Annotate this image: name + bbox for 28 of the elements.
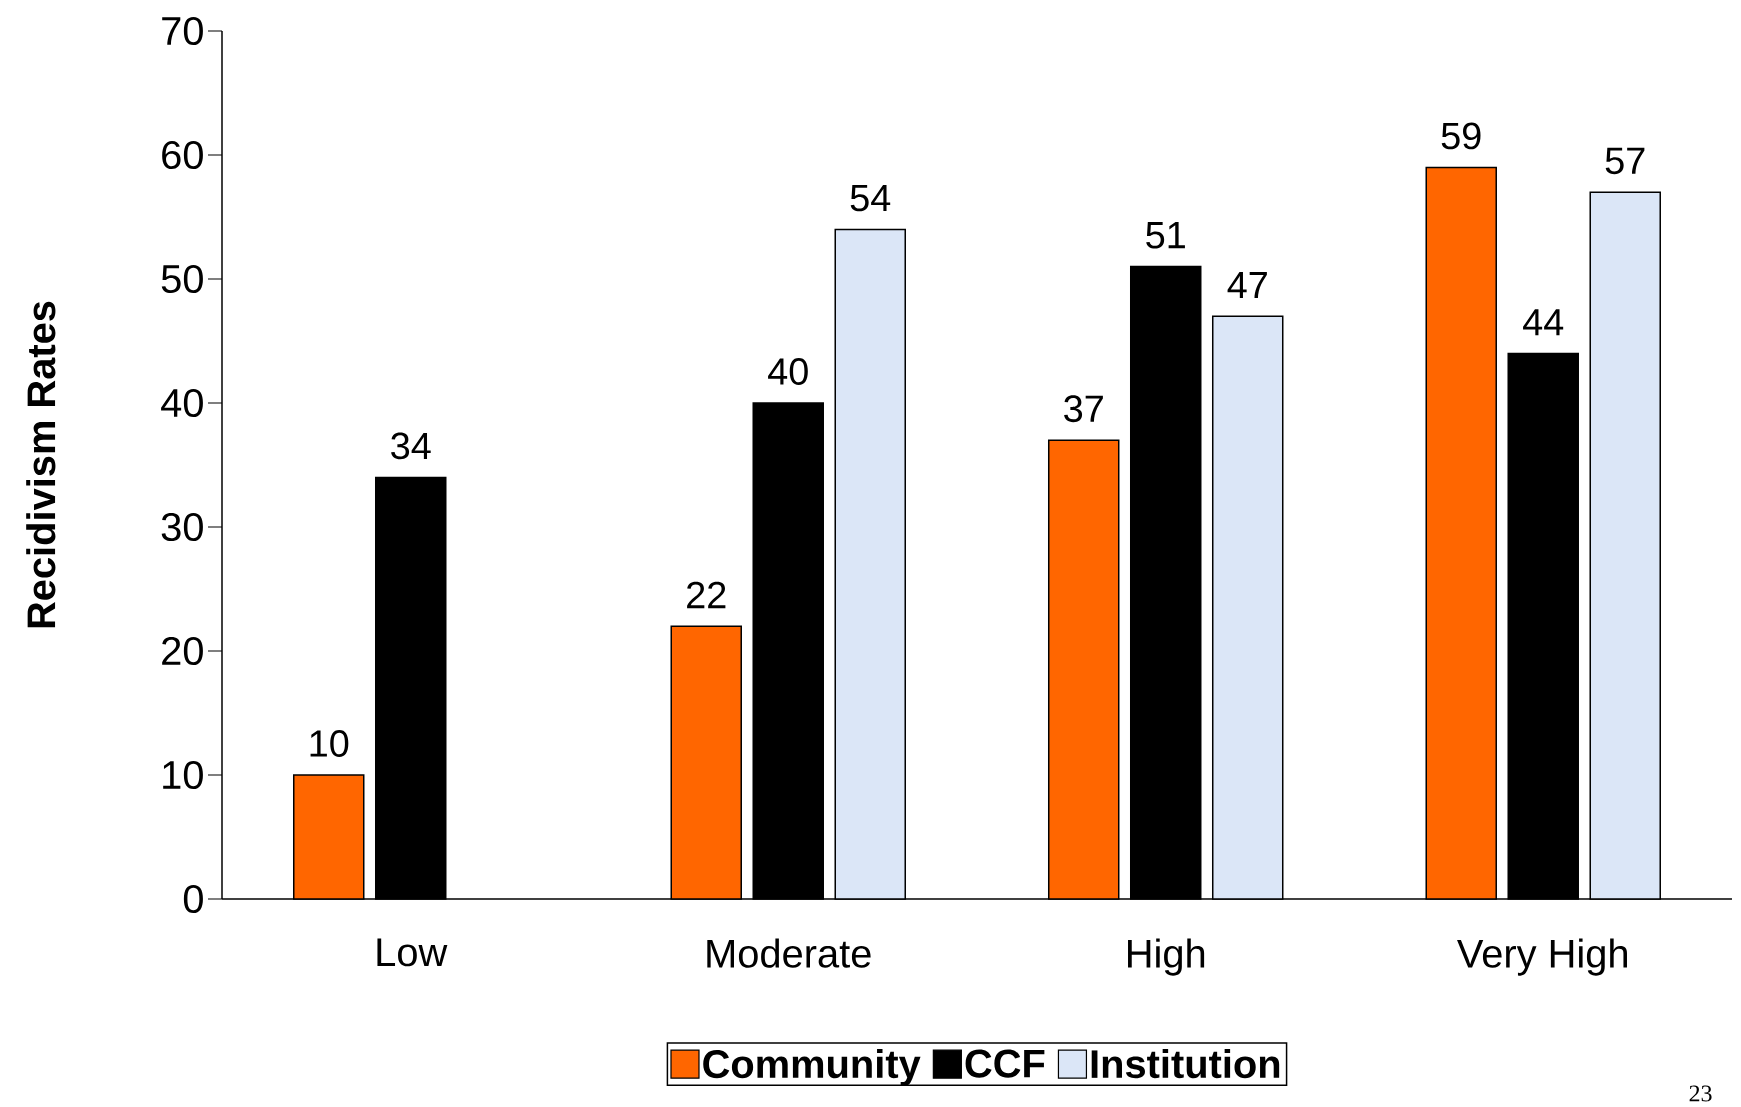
y-axis-title: Recidivism Rates bbox=[26, 301, 56, 628]
data-label: 44 bbox=[1523, 309, 1564, 336]
y-tick-label: 0 bbox=[183, 884, 203, 914]
data-label: 34 bbox=[391, 432, 431, 460]
x-tick-label: Moderate bbox=[707, 938, 871, 968]
data-label: 47 bbox=[1227, 272, 1267, 299]
legend-label: Community bbox=[703, 1048, 921, 1087]
y-tick-label: 30 bbox=[161, 512, 203, 542]
x-tick-label: Low bbox=[377, 938, 448, 967]
y-tick-label: 20 bbox=[162, 636, 203, 666]
y-tick-label: 50 bbox=[161, 264, 203, 294]
data-label: 59 bbox=[1441, 122, 1481, 150]
legend-label: CCF bbox=[965, 1049, 1045, 1078]
data-label: 51 bbox=[1146, 222, 1185, 249]
y-tick-label: 70 bbox=[162, 16, 203, 46]
x-tick-label: High bbox=[1128, 938, 1205, 976]
legend-label: Institution bbox=[1091, 1048, 1280, 1079]
data-label: 22 bbox=[687, 581, 726, 609]
data-label: 37 bbox=[1064, 395, 1103, 423]
data-label: 10 bbox=[310, 730, 349, 757]
x-tick-label: Very High bbox=[1457, 938, 1627, 976]
y-tick-label: 40 bbox=[161, 388, 203, 418]
data-label: 40 bbox=[768, 358, 808, 385]
data-label: 57 bbox=[1605, 147, 1645, 175]
data-label: 54 bbox=[850, 184, 891, 212]
y-tick-label: 60 bbox=[162, 140, 203, 170]
y-tick-label: 10 bbox=[163, 760, 203, 790]
text: 23 bbox=[1689, 1085, 1712, 1102]
